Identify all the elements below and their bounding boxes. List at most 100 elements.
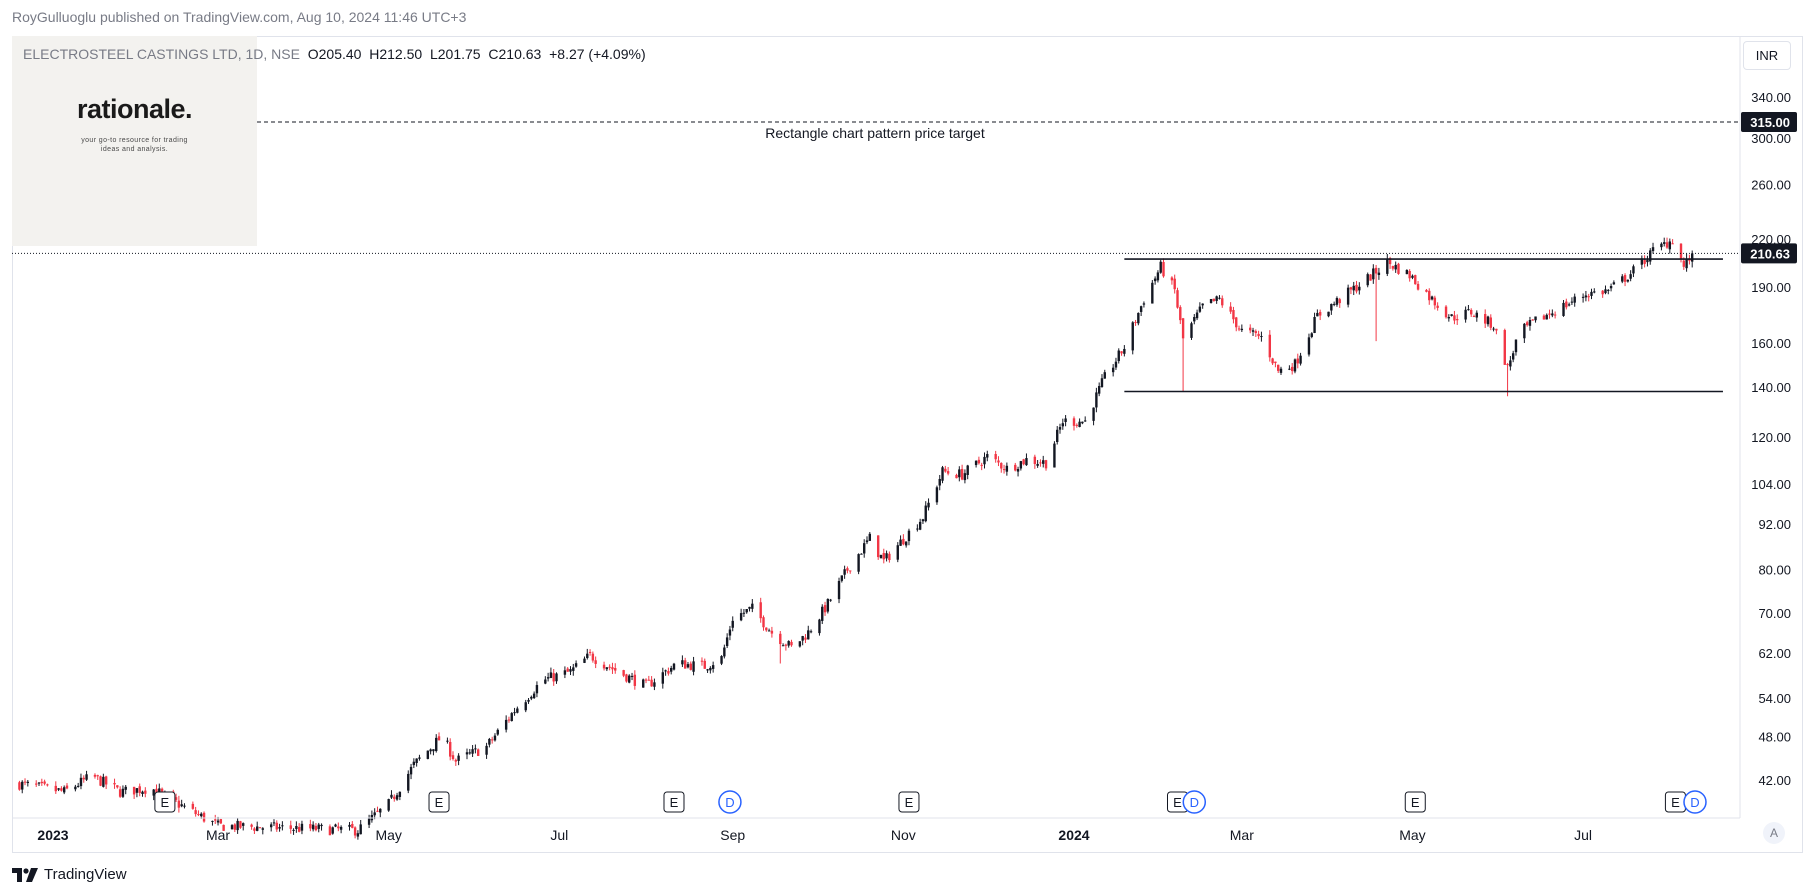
candle [1100,374,1104,388]
earnings-event-icon[interactable]: E [1664,791,1686,813]
candle [300,820,304,835]
last-price-tag-bg [1741,243,1797,264]
candle [608,664,611,671]
candle [524,699,527,713]
candle [1405,269,1409,275]
candle [1623,273,1627,287]
candle [882,548,885,564]
candle [535,681,539,698]
earnings-event-icon[interactable]: E [1404,791,1426,813]
currency-button[interactable]: INR [1743,41,1791,70]
candle-body [748,606,751,609]
candle [569,666,572,676]
dividend-event-icon[interactable]: D [1683,790,1707,814]
candle-body [1377,272,1381,276]
candle-body [586,653,589,659]
candle-body [239,821,242,828]
candle-body [1058,427,1062,430]
event-letter: E [1671,795,1680,810]
candle [1467,304,1470,311]
candle-body [591,653,595,661]
candle [1279,366,1283,375]
candle-body [1139,306,1143,312]
candle [1428,288,1431,305]
candle [367,814,371,829]
candle-body [963,473,967,481]
auto-scale-button[interactable]: A [1763,822,1785,844]
candle-body [605,667,609,670]
dividend-event-icon[interactable]: D [1182,790,1207,814]
candle [1483,309,1487,328]
candle [611,662,614,674]
candle-body [1548,313,1551,315]
earnings-event-icon[interactable]: E [898,791,920,813]
candle [311,821,315,832]
candle [974,460,978,468]
candle-body [1332,303,1336,305]
candle-body [633,674,637,686]
event-badge [428,791,450,813]
candle [846,566,849,574]
candle [1626,279,1630,283]
candle [1607,289,1610,295]
candle [297,823,301,833]
candle [1307,333,1311,357]
candle [1411,274,1414,280]
legend-symbol[interactable]: ELECTROSTEEL CASTINGS LTD, 1D, NSE [23,46,300,62]
candle-body [26,781,30,784]
candle [141,790,144,797]
earnings-event-icon[interactable]: E [428,791,450,813]
candle [513,707,516,716]
candle-body [644,679,648,681]
legend-close-label: C [488,46,499,62]
candle-body [997,460,1000,463]
candle [465,748,469,760]
candle [144,787,147,798]
candle [96,774,99,780]
candle-body [118,789,122,797]
candle [1534,316,1537,323]
candle-body [681,660,684,665]
candle-body [700,660,704,662]
candle-body [1016,468,1020,472]
candle [432,749,435,756]
candle [1330,303,1333,315]
candle-body [1078,421,1081,427]
candle [899,535,902,546]
earnings-event-icon[interactable]: E [154,791,176,813]
price-tick-label: 120.00 [1751,430,1791,445]
event-letter: E [161,795,170,810]
candle [711,661,715,673]
candle-body [387,799,390,811]
candle [628,674,631,684]
candle-body [1190,323,1193,338]
candle [426,750,430,760]
candle-body [1151,282,1154,304]
candle-body [1039,462,1042,464]
candle [37,782,41,786]
candle-body [630,675,634,677]
tradingview-brand[interactable]: TradingView [12,866,127,883]
earnings-event-icon[interactable]: E [663,791,685,813]
candle [1019,460,1023,471]
candle [99,775,102,787]
candle [1268,330,1272,362]
candle [555,672,558,684]
candle [1033,454,1037,469]
candle-body [549,672,553,678]
candle-body [1212,298,1216,302]
candle [1335,296,1339,307]
candle [1111,364,1115,377]
candle [779,630,782,664]
candle-body [504,719,508,730]
candle-body [1679,243,1683,260]
candle-body [647,679,651,681]
candle-body [230,825,234,830]
candle-body [530,696,533,699]
dividend-event-icon[interactable]: D [718,790,742,814]
candle-body [18,782,21,790]
candle [1366,272,1369,288]
candle [135,788,139,798]
candle-body [986,454,989,458]
